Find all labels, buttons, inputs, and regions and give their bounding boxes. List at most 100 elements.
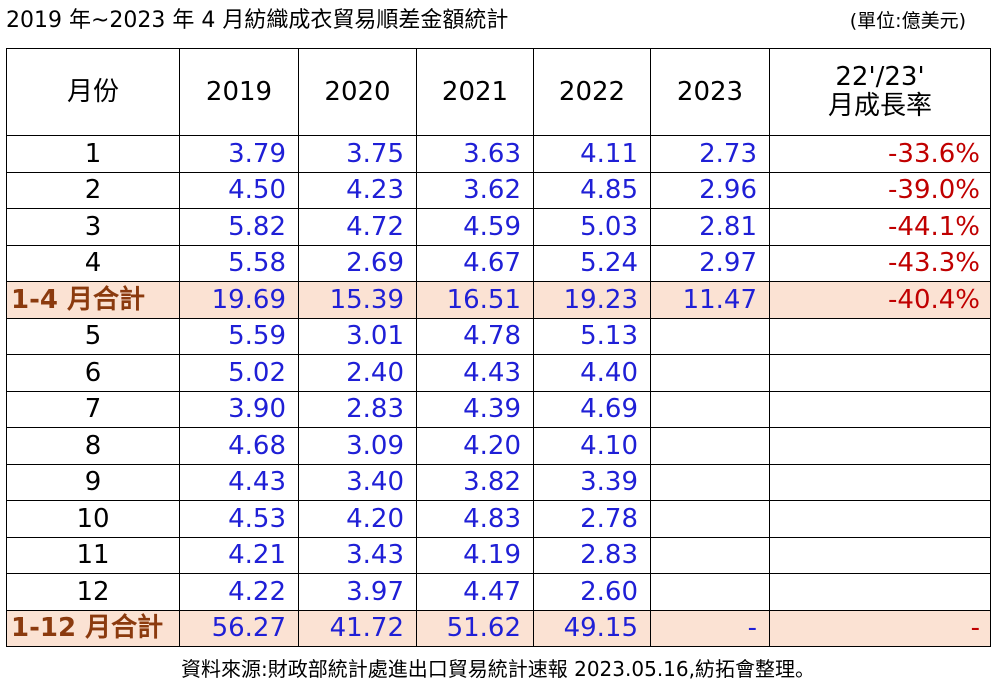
cell: 2.83 [298,390,417,428]
empty-cell [769,536,991,574]
empty-cell [769,573,991,611]
cell: 12 [6,573,180,611]
cell: 3.97 [298,573,417,611]
header-cell: 2021 [416,48,534,136]
empty-cell [769,463,991,501]
cell: 3.82 [416,463,534,501]
cell: 3.79 [179,135,299,173]
cell: 49.15 [533,609,651,647]
empty-cell [650,390,770,428]
cell: 4.78 [416,317,534,355]
cell: 2.73 [650,135,770,173]
cell: 4.40 [533,354,651,392]
header-row: 月份 2019 2020 2021 2022 2023 22'/23' 月成長率 [6,48,991,136]
header-cell: 月份 [6,48,180,136]
empty-cell [769,390,991,428]
month-row: 2 4.50 4.23 3.62 4.85 2.96 -39.0% [6,171,991,209]
month-row: 3 5.82 4.72 4.59 5.03 2.81 -44.1% [6,208,991,246]
month-row: 4 5.58 2.69 4.67 5.24 2.97 -43.3% [6,244,991,282]
cell: 4.67 [416,244,534,282]
cell: 15.39 [298,281,417,319]
cell: 2.40 [298,354,417,392]
cell: 5.03 [533,208,651,246]
cell: 4 [6,244,180,282]
title: 2019 年~2023 年 4 月紡織成衣貿易順差金額統計 [6,8,509,33]
unit-note: (單位:億美元) [849,10,966,32]
header-cell: 2020 [298,48,417,136]
cell: 4.19 [416,536,534,574]
cell: 4.47 [416,573,534,611]
cell: 2.69 [298,244,417,282]
cell: 4.50 [179,171,299,209]
cell: 4.53 [179,500,299,538]
cell: 4.68 [179,427,299,465]
empty-cell [650,500,770,538]
cell: 11.47 [650,281,770,319]
cell: 3.39 [533,463,651,501]
cell: 2.97 [650,244,770,282]
cell: 8 [6,427,180,465]
cell: 3.01 [298,317,417,355]
cell: 3.40 [298,463,417,501]
month-row: 12 4.22 3.97 4.47 2.60 [6,573,991,611]
cell: -44.1% [769,208,991,246]
month-row: 10 4.53 4.20 4.83 2.78 [6,500,991,538]
cell: 5.02 [179,354,299,392]
empty-cell [769,427,991,465]
cell: 4.69 [533,390,651,428]
cell: 4.21 [179,536,299,574]
cell: 5.59 [179,317,299,355]
cell: 5.13 [533,317,651,355]
cell: 19.23 [533,281,651,319]
month-row: 5 5.59 3.01 4.78 5.13 [6,317,991,355]
cell: 3.75 [298,135,417,173]
cell: 2.96 [650,171,770,209]
cell: 4.72 [298,208,417,246]
cell: 4.11 [533,135,651,173]
cell: 4.85 [533,171,651,209]
month-row: 8 4.68 3.09 4.20 4.10 [6,427,991,465]
trade-table: 月份 2019 2020 2021 2022 2023 22'/23' 月成長率 1 3.79 3.… [6,48,991,647]
cell: 2 [6,171,180,209]
cell: 7 [6,390,180,428]
header-cell: 2019 [179,48,299,136]
empty-cell [650,536,770,574]
cell: 4.22 [179,573,299,611]
total-row: 1-12 月合計 56.27 41.72 51.62 49.15- - [6,609,991,647]
cell: - [650,609,770,647]
cell: 5.82 [179,208,299,246]
cell: 3.62 [416,171,534,209]
cell: 4.43 [179,463,299,501]
cell: - [769,609,991,647]
cell: 6 [6,354,180,392]
source-note: 資料來源:財政部統計處進出口貿易統計速報 2023.05.16,紡拓會整理。 [181,657,815,681]
cell: -43.3% [769,244,991,282]
cell: -33.6% [769,135,991,173]
cell: 2.83 [533,536,651,574]
empty-cell [769,354,991,392]
cell: 4.43 [416,354,534,392]
cell: 3.43 [298,536,417,574]
cell: 2.81 [650,208,770,246]
empty-cell [650,427,770,465]
cell: 4.39 [416,390,534,428]
cell: 3.63 [416,135,534,173]
month-row: 7 3.90 2.83 4.39 4.69 [6,390,991,428]
cell: 2.60 [533,573,651,611]
cell: 4.23 [298,171,417,209]
header-cell: 22'/23' 月成長率 [769,48,991,136]
empty-cell [650,463,770,501]
header-line: 22'/23' [835,62,925,93]
cell: 1 [6,135,180,173]
cell: 9 [6,463,180,501]
month-row: 9 4.43 3.40 3.82 3.39 [6,463,991,501]
cell: 41.72 [298,609,417,647]
header-line: 月成長率 [827,91,932,121]
cell: 5.58 [179,244,299,282]
cell: 51.62 [416,609,534,647]
header-cell: 2023 [650,48,770,136]
month-row: 1 3.79 3.75 3.63 4.11 2.73 -33.6% [6,135,991,173]
cell: 5.24 [533,244,651,282]
cell: 3 [6,208,180,246]
